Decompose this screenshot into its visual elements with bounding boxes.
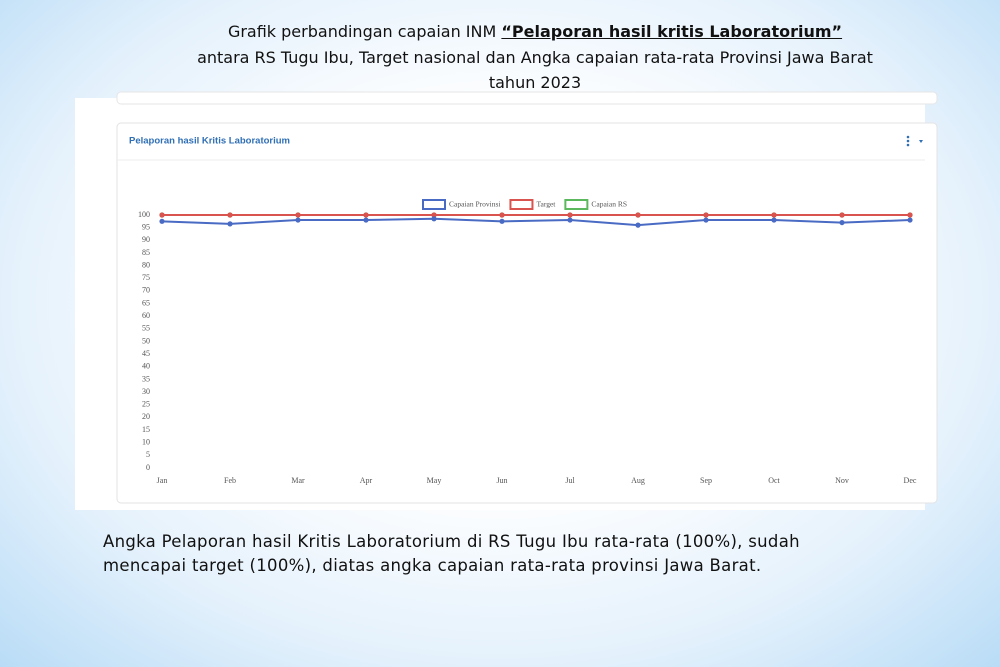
data-point [159,218,165,224]
x-tick-label: Nov [835,476,849,485]
x-tick-label: Oct [768,476,780,485]
data-point [567,212,573,218]
y-tick-label: 95 [142,222,150,231]
data-point [907,217,913,223]
data-point [295,217,301,223]
y-tick-label: 5 [146,450,150,459]
menu-icon[interactable] [906,135,923,147]
y-tick-label: 15 [142,425,150,434]
y-tick-label: 85 [142,248,150,257]
data-point [771,217,777,223]
data-point [431,216,437,222]
data-point [907,212,913,218]
x-tick-label: Jul [565,476,575,485]
data-point [499,218,505,224]
data-point [771,212,777,218]
data-point [227,221,233,227]
x-tick-label: Aug [631,476,645,485]
x-tick-label: Apr [360,476,373,485]
x-tick-label: Jun [496,476,507,485]
legend-swatch [564,199,589,210]
y-tick-label: 80 [142,260,150,269]
legend-label: Capaian RS [591,200,627,209]
y-tick-label: 65 [142,298,150,307]
data-point [567,217,573,223]
heading-text: Grafik perbandingan capaian INM [227,22,502,41]
data-point [295,212,301,218]
data-point [839,212,845,218]
y-tick-label: 0 [146,463,150,472]
heading-highlight: “Pelaporan hasil kritis Laboratorium” [501,22,843,41]
data-point [431,212,437,218]
card [116,91,938,105]
heading-text: antara RS Tugu Ibu, Target nasional dan … [197,48,873,67]
card [116,122,938,504]
y-tick-label: 90 [142,235,150,244]
y-tick-label: 30 [142,387,150,396]
heading-text: tahun 2023 [488,73,582,92]
y-tick-label: 35 [142,374,150,383]
data-point [363,212,369,218]
chart-title: Pelaporan hasil Kritis Laboratorium [129,136,290,147]
data-point [635,212,641,218]
y-tick-label: 50 [142,336,150,345]
y-tick-label: 70 [142,286,150,295]
legend-swatch [509,199,534,210]
note-text: Angka Pelaporan hasil Kritis Laboratoriu… [103,532,800,551]
y-tick-label: 10 [142,438,150,447]
x-tick-label: Mar [291,476,305,485]
data-point [499,212,505,218]
data-point [363,217,369,223]
note-text: mencapai target (100%), diatas angka cap… [103,556,762,575]
heading: Grafik perbandingan capaian INM “Pelapor… [0,22,1000,41]
y-tick-label: 55 [142,324,150,333]
x-tick-label: Feb [224,476,236,485]
y-tick-label: 100 [138,210,150,219]
y-tick-label: 25 [142,400,150,409]
data-point [159,212,165,218]
y-tick-label: 20 [142,412,150,421]
data-point [635,222,641,228]
legend-label: Capaian Provinsi [449,200,500,209]
legend-swatch [422,199,446,210]
x-tick-label: Dec [904,476,917,485]
y-tick-label: 75 [142,273,150,282]
y-tick-label: 60 [142,311,150,320]
series-line [161,217,911,227]
legend-label: Target [536,200,556,209]
x-tick-label: Sep [700,476,712,485]
data-point [703,212,709,218]
y-tick-label: 40 [142,362,150,371]
x-tick-label: May [427,476,442,485]
data-point [227,212,233,218]
x-tick-label: Jan [157,476,168,485]
y-tick-label: 45 [142,349,150,358]
data-point [839,219,845,226]
data-point [703,217,709,223]
